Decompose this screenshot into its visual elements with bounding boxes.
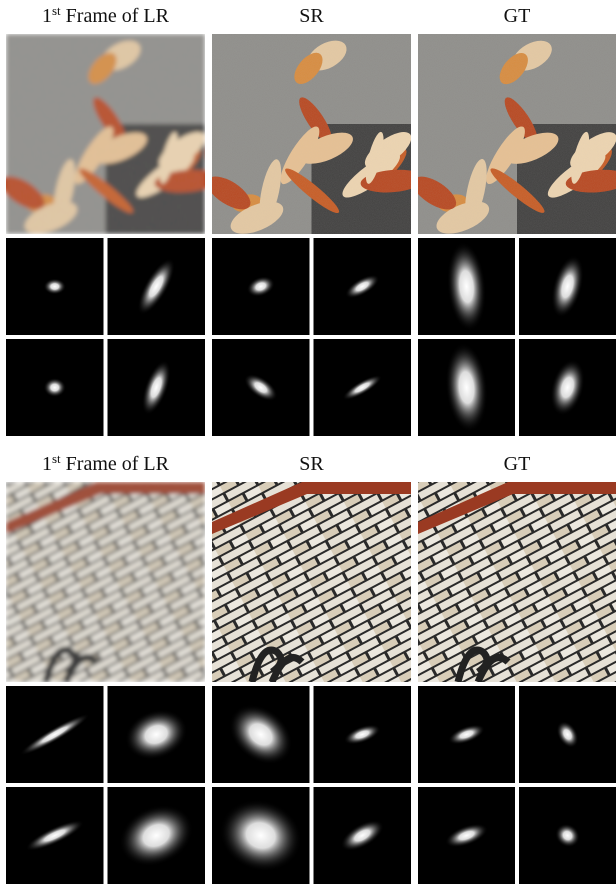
photo [212, 482, 411, 682]
texture [418, 34, 616, 234]
column-header: SR [299, 453, 324, 475]
column-header: SR [299, 5, 324, 27]
header-text: SR [299, 453, 324, 475]
header-text: SR [299, 5, 324, 27]
noise [6, 482, 205, 682]
blur-kernel [44, 378, 66, 397]
photo [408, 34, 616, 240]
header-text: Frame of LR [66, 453, 170, 475]
header-number: 1 [42, 5, 52, 27]
photo [0, 34, 232, 240]
photo-content [418, 482, 616, 682]
photo-content [212, 482, 411, 682]
photo [202, 34, 438, 240]
header-superscript: st [52, 451, 61, 466]
header-superscript: st [52, 3, 61, 18]
photo [6, 482, 205, 682]
photo-content [202, 34, 438, 240]
column-header: 1st Frame of LR [42, 451, 170, 476]
column-header: GT [504, 5, 531, 27]
texture [6, 34, 205, 234]
header-text: GT [504, 5, 531, 27]
column-header: GT [504, 453, 531, 475]
photo-content [408, 34, 616, 240]
texture [212, 34, 411, 234]
header-text: GT [504, 453, 531, 475]
blur-kernel [44, 279, 66, 295]
figure: 1stFrame of LRSRGT1stFrame of LRSRGT [0, 0, 616, 884]
column-header: 1st Frame of LR [42, 3, 170, 28]
photo-content [6, 482, 205, 682]
photo [418, 482, 616, 682]
photo-content [0, 34, 232, 240]
header-number: 1 [42, 453, 52, 475]
header-text: Frame of LR [66, 5, 170, 27]
